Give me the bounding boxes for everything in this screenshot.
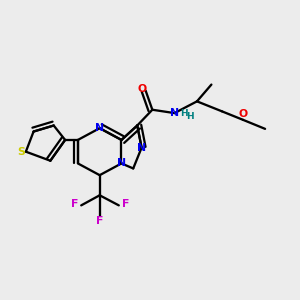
Text: N: N bbox=[137, 143, 146, 153]
Text: N: N bbox=[117, 158, 126, 168]
Text: N: N bbox=[95, 123, 104, 133]
Text: S: S bbox=[17, 147, 25, 157]
Text: N: N bbox=[170, 108, 179, 118]
Text: F: F bbox=[71, 199, 78, 209]
Text: O: O bbox=[238, 110, 247, 119]
Text: F: F bbox=[122, 199, 129, 209]
Text: O: O bbox=[137, 84, 146, 94]
Text: H: H bbox=[180, 109, 188, 118]
Text: H: H bbox=[186, 112, 194, 121]
Text: F: F bbox=[96, 217, 103, 226]
